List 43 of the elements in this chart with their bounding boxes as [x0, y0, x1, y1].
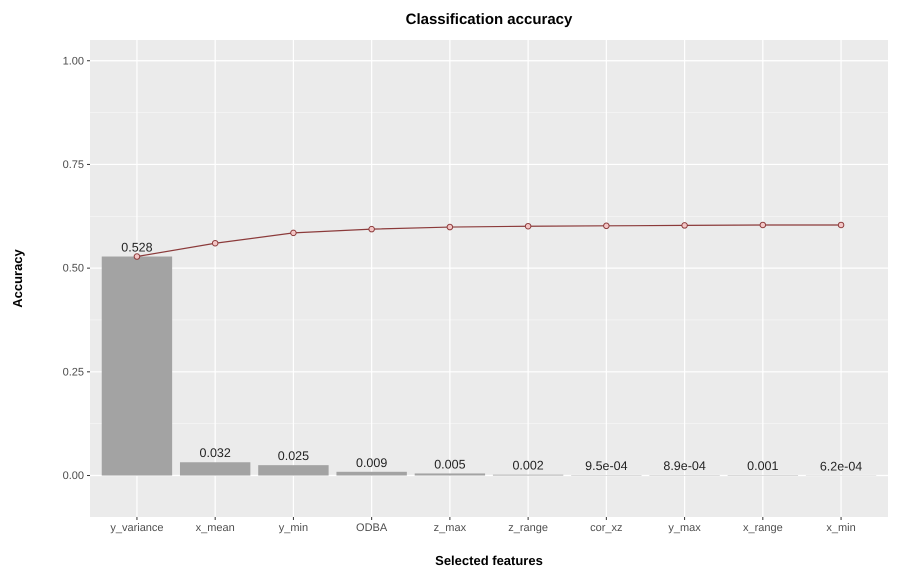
point [368, 226, 375, 232]
x-axis-title: Selected features [435, 553, 543, 568]
bar [102, 256, 172, 476]
bar [258, 465, 329, 476]
bar [336, 472, 407, 476]
data-label: 0.528 [121, 240, 153, 255]
x-tick-label: ODBA [356, 522, 388, 534]
data-label: 0.005 [434, 457, 466, 472]
chart-title: Classification accuracy [406, 11, 574, 28]
point [446, 224, 454, 230]
point [134, 253, 140, 260]
x-tick-label: z_max [434, 522, 467, 534]
bar [180, 462, 250, 476]
data-label: 0.001 [747, 459, 779, 474]
x-tick-label: x_min [826, 522, 856, 534]
point [838, 222, 844, 228]
data-label: 0.002 [512, 458, 544, 473]
x-tick-label: z_range [508, 522, 548, 534]
data-label: 0.025 [278, 449, 310, 464]
y-tick-label: 1.00 [62, 55, 84, 68]
point [681, 222, 688, 229]
point [524, 222, 532, 230]
x-tick-label: x_mean [196, 522, 235, 534]
y-axis-title: Accuracy [10, 248, 25, 308]
x-tick-label: y_max [668, 522, 702, 534]
x-tick-label: y_min [278, 522, 308, 534]
point [760, 222, 766, 228]
y-tick-label: 0.00 [62, 470, 84, 482]
point [603, 222, 610, 230]
data-label: 9.5e-04 [585, 459, 628, 474]
x-tick-label: y_variance [110, 522, 164, 534]
data-label: 0.032 [200, 446, 231, 460]
data-label: 0.009 [356, 456, 388, 470]
y-tick-label: 0.25 [62, 366, 84, 378]
data-label: 6.2e-04 [820, 459, 862, 474]
y-tick-label: 0.50 [62, 262, 84, 275]
y-tick-label: 0.75 [62, 158, 84, 171]
point [212, 240, 218, 246]
data-label: 8.9e-04 [663, 459, 706, 474]
point [290, 230, 297, 236]
bar [414, 473, 486, 476]
x-tick-label: x_range [742, 522, 783, 534]
x-tick-label: cor_xz [590, 522, 623, 534]
